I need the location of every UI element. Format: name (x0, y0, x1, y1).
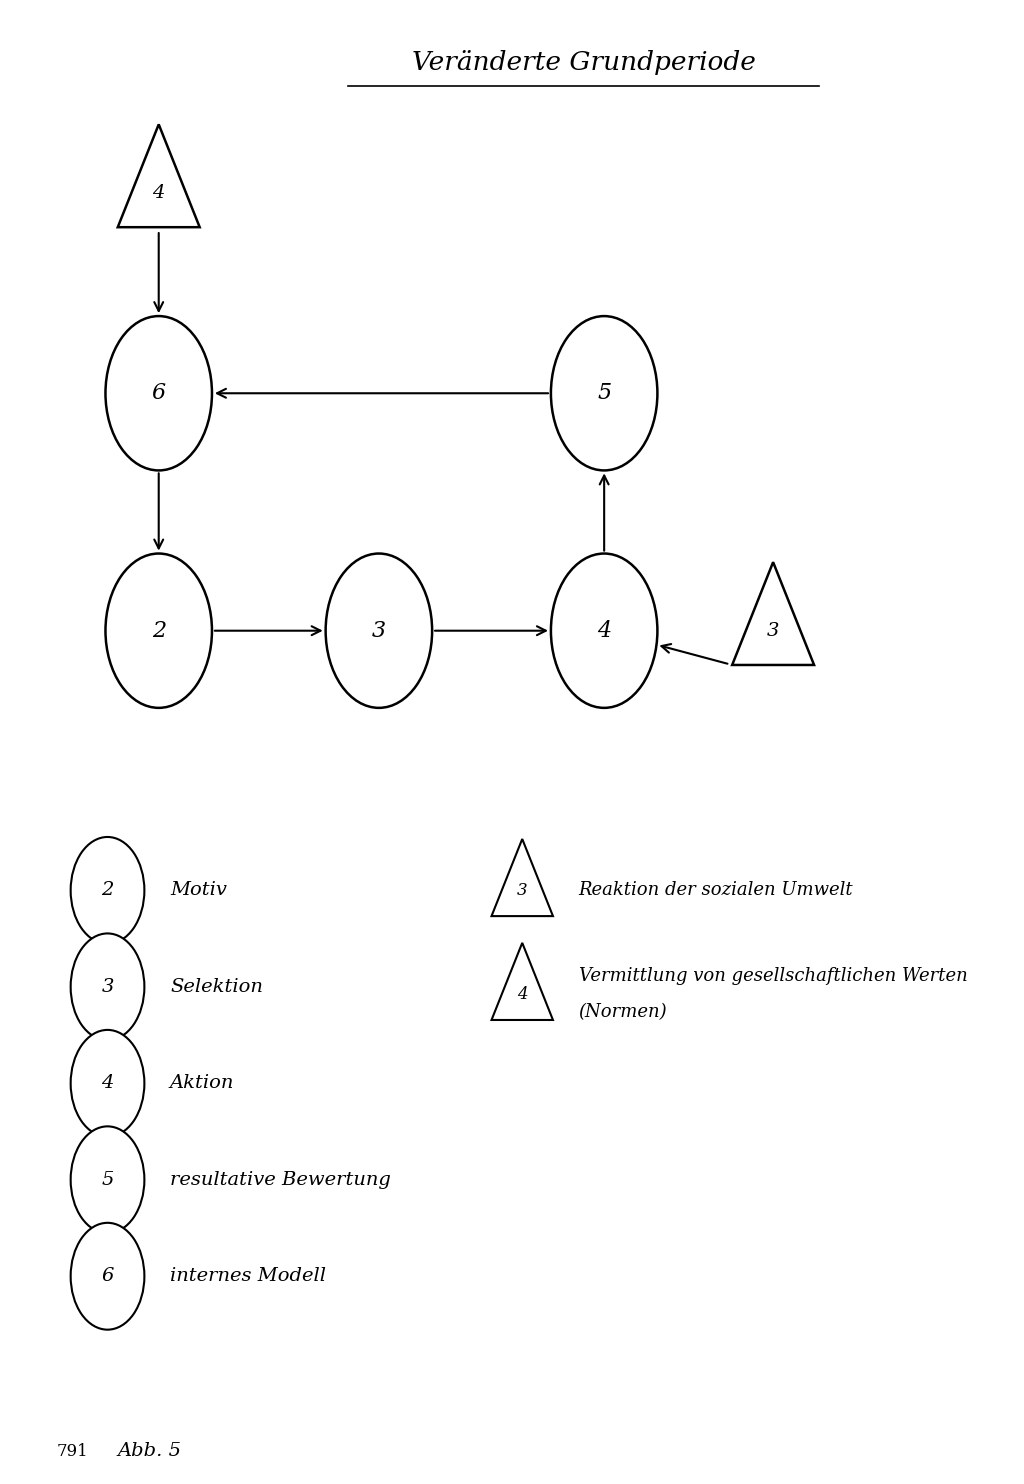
Text: 4: 4 (101, 1074, 114, 1092)
Text: 791: 791 (56, 1442, 88, 1460)
Polygon shape (492, 838, 553, 916)
Circle shape (71, 933, 144, 1040)
Text: 4: 4 (597, 620, 611, 641)
Circle shape (105, 316, 212, 470)
Text: 5: 5 (597, 383, 611, 404)
Circle shape (326, 554, 432, 708)
Circle shape (71, 1030, 144, 1137)
Circle shape (551, 316, 657, 470)
Polygon shape (118, 125, 200, 227)
Polygon shape (732, 562, 814, 665)
Text: 6: 6 (152, 383, 166, 404)
Circle shape (105, 554, 212, 708)
Text: 6: 6 (101, 1267, 114, 1285)
Text: 3: 3 (517, 881, 527, 899)
Text: 2: 2 (101, 881, 114, 899)
Text: 3: 3 (372, 620, 386, 641)
Text: (Normen): (Normen) (579, 1003, 668, 1021)
Text: 2: 2 (152, 620, 166, 641)
Text: Reaktion der sozialen Umwelt: Reaktion der sozialen Umwelt (579, 881, 853, 899)
Text: Abb. 5: Abb. 5 (118, 1442, 182, 1460)
Text: Vermittlung von gesellschaftlichen Werten: Vermittlung von gesellschaftlichen Werte… (579, 968, 968, 985)
Text: internes Modell: internes Modell (170, 1267, 326, 1285)
Text: 3: 3 (767, 622, 779, 640)
Text: Motiv: Motiv (170, 881, 227, 899)
Text: 4: 4 (517, 985, 527, 1003)
Text: Aktion: Aktion (170, 1074, 234, 1092)
Circle shape (71, 1126, 144, 1233)
Circle shape (71, 1223, 144, 1330)
Polygon shape (492, 942, 553, 1020)
Circle shape (551, 554, 657, 708)
Text: 4: 4 (153, 184, 165, 202)
Text: Selektion: Selektion (170, 978, 263, 996)
Circle shape (71, 837, 144, 944)
Text: resultative Bewertung: resultative Bewertung (170, 1171, 391, 1189)
Text: Veränderte Grundperiode: Veränderte Grundperiode (412, 50, 756, 74)
Text: 5: 5 (101, 1171, 114, 1189)
Text: 3: 3 (101, 978, 114, 996)
